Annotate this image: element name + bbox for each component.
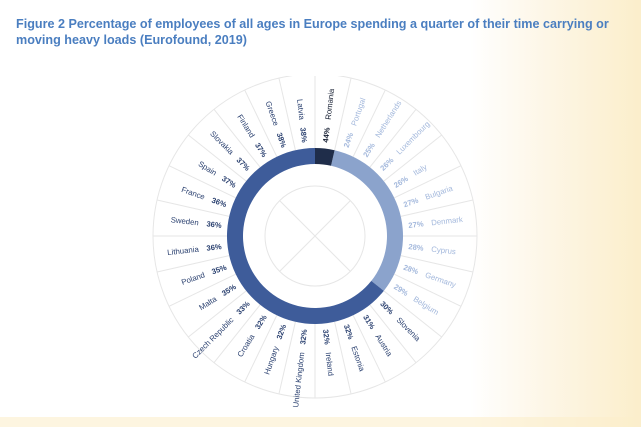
category-label-czech-republic: Czech Republic	[190, 315, 235, 360]
category-label-luxembourg: Luxembourg	[395, 119, 432, 156]
category-label-portugal: Portugal	[349, 96, 367, 127]
grid-spoke	[334, 77, 352, 151]
grid-spoke	[188, 290, 247, 338]
category-label-austria: Austria	[373, 333, 394, 359]
value-label-lithuania: 36%	[206, 242, 222, 253]
value-label-malta: 35%	[220, 282, 238, 298]
ring-segment-portugal	[331, 150, 404, 291]
value-label-germany: 28%	[402, 263, 420, 277]
value-label-denmark: 27%	[408, 219, 424, 230]
value-label-slovakia: 37%	[235, 156, 252, 173]
grid-spoke	[168, 273, 236, 307]
grid-spoke	[394, 165, 462, 199]
grid-inner-line	[314, 235, 351, 272]
value-label-spain: 37%	[220, 174, 238, 190]
value-label-netherlands: 25%	[361, 141, 377, 159]
category-label-italy: Italy	[412, 162, 429, 177]
value-label-luxembourg: 26%	[378, 155, 395, 172]
category-label-estonia: Estonia	[349, 345, 366, 373]
category-label-croatia: Croatia	[236, 332, 257, 359]
category-label-germany: Germany	[424, 270, 457, 289]
ring	[227, 148, 404, 324]
grid-spoke	[156, 199, 230, 217]
category-label-cyprus: Cyprus	[431, 245, 457, 257]
value-label-united-kingdom: 32%	[298, 329, 309, 345]
value-label-bulgaria: 27%	[402, 196, 420, 210]
grid-spoke	[383, 290, 442, 338]
grid-inner-line	[314, 200, 351, 237]
grid-spoke	[244, 89, 278, 157]
category-label-latvia: Latvia	[295, 99, 306, 121]
category-label-united-kingdom: United Kingdom	[291, 352, 306, 408]
grid-spoke	[278, 321, 296, 395]
value-label-austria: 31%	[361, 313, 377, 331]
grid-spoke	[383, 134, 442, 182]
category-label-denmark: Denmark	[431, 215, 464, 227]
grid-spoke	[278, 77, 296, 151]
value-label-belgium: 29%	[392, 282, 410, 298]
grid-spoke	[352, 315, 386, 383]
grid-inner-line	[279, 235, 316, 272]
background-band	[0, 417, 641, 427]
value-label-romania: 44%	[321, 127, 332, 143]
chart-grid	[152, 76, 478, 399]
grid-spoke	[213, 109, 261, 168]
value-label-finland: 37%	[253, 141, 269, 159]
ring-segment-romania	[315, 148, 335, 166]
value-label-latvia: 38%	[298, 127, 309, 143]
category-label-finland: Finland	[235, 113, 256, 139]
grid-spoke	[168, 165, 236, 199]
grid-spoke	[394, 273, 462, 307]
category-label-greece: Greece	[264, 100, 281, 127]
value-label-hungary: 32%	[275, 323, 289, 341]
grid-spoke	[369, 109, 417, 168]
grid-spoke	[156, 255, 230, 273]
grid-inner-line	[279, 200, 316, 237]
value-label-greece: 38%	[275, 131, 289, 149]
category-label-belgium: Belgium	[412, 294, 441, 317]
category-label-bulgaria: Bulgaria	[424, 183, 455, 201]
value-label-slovenia: 30%	[378, 299, 395, 316]
category-label-slovenia: Slovenia	[395, 316, 423, 344]
value-label-france: 36%	[210, 196, 228, 210]
grid-spoke	[334, 321, 352, 395]
grid-spoke	[400, 199, 474, 217]
value-label-ireland: 32%	[321, 329, 332, 345]
category-label-poland: Poland	[180, 270, 206, 287]
radial-chart: 44%Romania24%Portugal25%Netherlands26%Lu…	[152, 76, 478, 408]
value-label-czech-republic: 33%	[235, 299, 252, 316]
grid-circle-inner	[264, 185, 366, 287]
figure-title: Figure 2 Percentage of employees of all …	[16, 17, 609, 47]
category-label-romania: Romania	[324, 88, 337, 121]
grid-spoke	[188, 134, 247, 182]
value-label-portugal: 24%	[342, 131, 356, 149]
value-label-cyprus: 28%	[408, 242, 424, 253]
grid-spoke	[352, 89, 386, 157]
category-label-spain: Spain	[197, 159, 219, 177]
value-label-sweden: 36%	[206, 219, 222, 230]
grid-spoke	[369, 304, 417, 363]
category-label-ireland: Ireland	[324, 352, 336, 377]
grid-spoke	[400, 255, 474, 273]
category-label-lithuania: Lithuania	[167, 245, 200, 258]
category-label-slovakia: Slovakia	[208, 129, 236, 157]
value-label-italy: 26%	[392, 174, 410, 190]
value-label-poland: 35%	[210, 263, 228, 277]
background-glow	[470, 0, 641, 427]
category-label-france: France	[180, 185, 206, 202]
grid-spoke	[213, 304, 261, 363]
value-label-croatia: 32%	[253, 313, 269, 331]
grid-spoke	[244, 315, 278, 383]
category-label-sweden: Sweden	[170, 215, 199, 227]
category-label-hungary: Hungary	[262, 345, 280, 376]
value-label-estonia: 32%	[342, 323, 356, 341]
category-label-malta: Malta	[197, 294, 218, 312]
